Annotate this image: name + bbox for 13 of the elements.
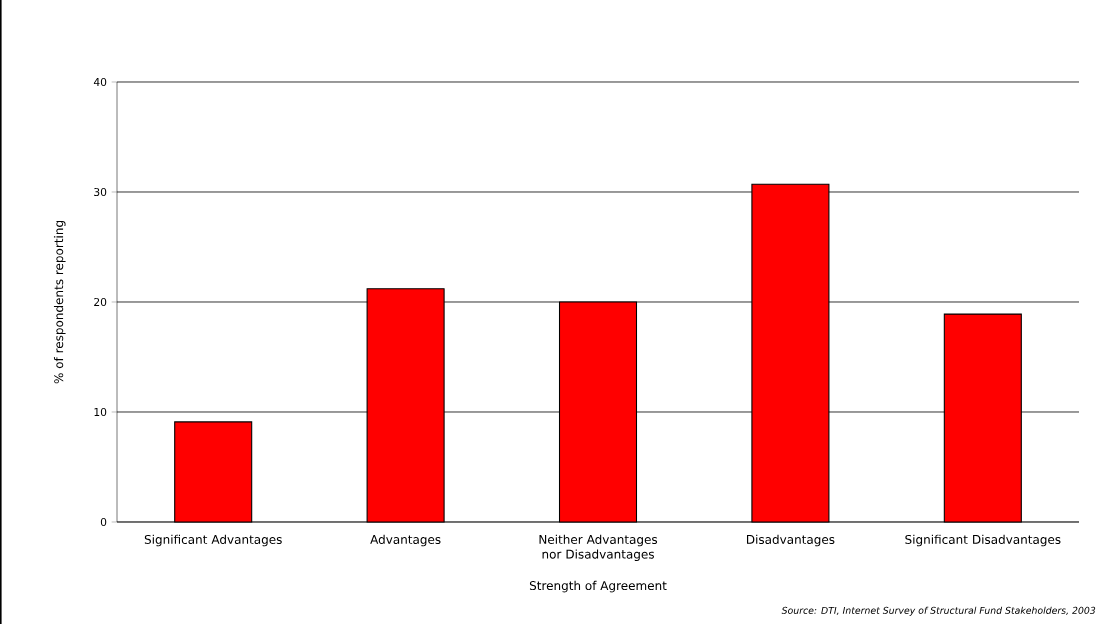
- x-tick-label: Significant Advantages: [144, 534, 282, 547]
- y-tick-label: 20: [94, 297, 107, 307]
- y-tick-label: 40: [93, 77, 107, 87]
- x-tick-label: Neither Advantages nor Disadvantages: [539, 534, 658, 561]
- x-tick-label: Significant Disadvantages: [905, 534, 1061, 547]
- source-note: Source: DTI, Internet Survey of Structural Fund Stakeholders, 2003: [781, 606, 1096, 616]
- y-tick-label: 10: [94, 407, 107, 417]
- y-tick-label: 30: [94, 187, 107, 197]
- y-axis-title: % of respondents reporting: [53, 221, 66, 384]
- x-axis-title: Strength of Agreement: [529, 580, 667, 593]
- x-tick-label: Advantages: [370, 534, 441, 547]
- x-tick-label: Disadvantages: [747, 534, 835, 547]
- y-tick-label: 0: [100, 517, 107, 527]
